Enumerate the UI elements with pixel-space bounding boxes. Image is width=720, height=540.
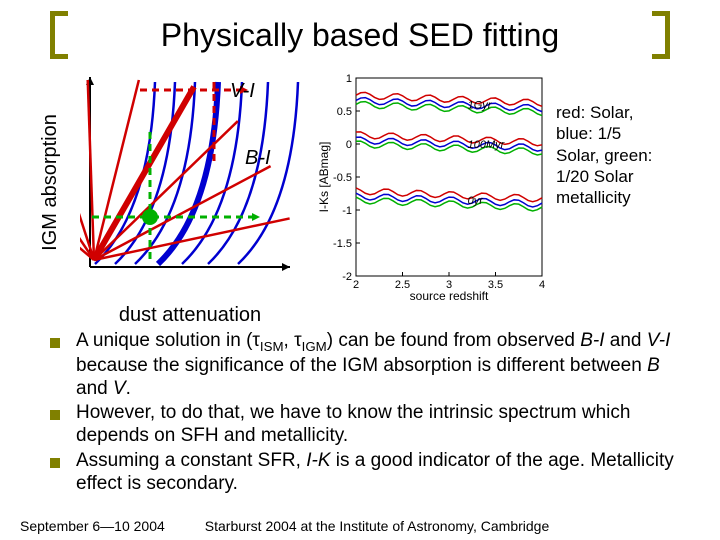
svg-text:100Myr: 100Myr [468,139,506,151]
svg-text:2: 2 [353,279,359,291]
svg-text:1Gyr: 1Gyr [468,99,493,111]
slide-title: Physically based SED fitting [68,17,652,54]
svg-text:-1.5: -1.5 [333,238,352,250]
svg-text:4: 4 [539,279,545,291]
bullet-text: A unique solution in (τISM, τIGM) can be… [76,330,680,400]
svg-text:3.5: 3.5 [488,279,503,291]
title-bar: Physically based SED fitting [50,10,670,60]
footer: September 6—10 2004 Starburst 2004 at th… [20,518,700,534]
left-ylabel: IGM absorption [36,72,64,292]
left-diagram-panel: IGM absorption V-I B-I [50,72,310,302]
label-v-i: V-I [230,80,255,103]
footer-date: September 6—10 2004 [20,518,165,534]
left-ylabel-text: IGM absorption [39,114,62,251]
svg-text:-0.5: -0.5 [333,172,352,184]
right-chart-svg: 22.533.54-2-1.5-1-0.500.51source redshif… [318,72,548,302]
svg-text:I-Ks [ABmag]: I-Ks [ABmag] [318,142,331,213]
left-xlabel: dust attenuation [80,304,300,327]
bullet-icon [50,458,60,468]
right-chart-panel: 22.533.54-2-1.5-1-0.500.51source redshif… [318,72,548,302]
svg-text:1: 1 [346,73,352,85]
left-diagram-svg [80,72,300,282]
svg-text:0yr: 0yr [468,195,485,207]
bracket-left [50,11,68,59]
svg-text:0: 0 [346,139,352,151]
svg-text:-2: -2 [342,271,352,283]
bullet-text: Assuming a constant SFR, I-K is a good i… [76,450,680,496]
bullet-icon [50,338,60,348]
bullet-list: A unique solution in (τISM, τIGM) can be… [50,330,680,498]
svg-text:0.5: 0.5 [337,106,352,118]
label-b-i: B-I [245,147,271,170]
footer-venue: Starburst 2004 at the Institute of Astro… [205,518,549,534]
bullet-text: However, to do that, we have to know the… [76,402,680,448]
bullet-icon [50,410,60,420]
svg-text:2.5: 2.5 [395,279,410,291]
figure-row: IGM absorption V-I B-I 22.533.54-2-1.5-1… [50,72,670,302]
svg-text:-1: -1 [342,205,352,217]
bracket-right [652,11,670,59]
svg-text:source redshift: source redshift [410,289,489,302]
legend-text: red: Solar, blue: 1/5 Solar, green: 1/20… [556,72,666,302]
